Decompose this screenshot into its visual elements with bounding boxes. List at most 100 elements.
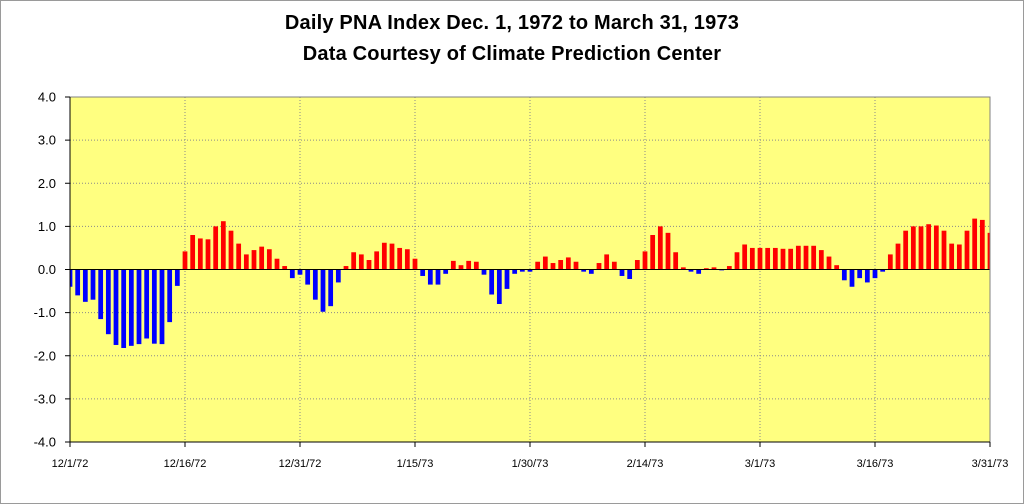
bar (366, 260, 372, 270)
bar (213, 226, 219, 270)
bar (895, 243, 901, 270)
x-tick-label: 3/31/73 (972, 458, 1009, 470)
y-tick-label: -4.0 (34, 435, 56, 450)
bar (527, 269, 533, 272)
bar (627, 269, 633, 279)
bar (289, 269, 295, 279)
bar (933, 225, 939, 270)
bar (412, 258, 418, 270)
bar (642, 251, 648, 270)
bar (205, 239, 211, 270)
bar (596, 263, 602, 270)
bar (742, 244, 748, 270)
bar (972, 218, 978, 270)
bar (880, 269, 886, 272)
bar (918, 226, 924, 270)
bar (128, 269, 134, 346)
bar (236, 243, 242, 270)
bar (979, 219, 985, 270)
y-tick-label: -1.0 (34, 305, 56, 320)
bar (351, 252, 357, 270)
bar (404, 249, 410, 270)
bar (90, 269, 96, 300)
y-axis: 4.0 3.0 2.0 1.0 0.0 -1.0 -2.0 -3.0 -4.0 (34, 90, 71, 450)
bar (443, 269, 449, 274)
bar (121, 269, 127, 348)
bar (573, 261, 579, 270)
bar (259, 246, 265, 270)
bar (519, 269, 525, 272)
bar (803, 245, 809, 270)
bar (70, 269, 73, 287)
bar (305, 269, 311, 285)
bar (450, 260, 456, 270)
bar (489, 269, 495, 295)
y-tick-label: -2.0 (34, 348, 56, 363)
bar (588, 269, 594, 274)
bar (435, 269, 441, 285)
bar (228, 230, 234, 270)
x-tick-label: 1/30/73 (512, 458, 549, 470)
bar (266, 249, 272, 270)
bar (190, 235, 196, 270)
bar (420, 269, 426, 276)
bar (680, 267, 686, 270)
bar (757, 247, 763, 270)
bar (688, 269, 694, 272)
bar (466, 260, 472, 270)
bar (397, 247, 403, 270)
bar (113, 269, 119, 345)
bar (496, 269, 502, 304)
x-tick-label: 2/14/73 (627, 458, 664, 470)
bar (872, 269, 878, 279)
bar (673, 252, 679, 270)
bar (535, 261, 541, 270)
bar (251, 250, 257, 270)
bar (167, 269, 173, 323)
bar (297, 269, 303, 275)
bar (665, 232, 671, 270)
chart-subtitle: Data Courtesy of Climate Prediction Cent… (302, 43, 722, 65)
bar (389, 243, 395, 270)
chart-title: Daily PNA Index Dec. 1, 1972 to March 31… (284, 12, 740, 34)
x-tick-label: 12/31/72 (279, 458, 322, 470)
bar (581, 269, 587, 272)
bar (711, 267, 717, 270)
bar (634, 260, 640, 270)
bar (282, 266, 288, 270)
bar (274, 258, 280, 270)
bar (703, 268, 709, 270)
bar (772, 247, 778, 270)
bar (565, 257, 571, 270)
y-tick-label: 1.0 (38, 219, 56, 234)
y-tick-label: 3.0 (38, 133, 56, 148)
bar (949, 243, 955, 270)
y-tick-label: 4.0 (38, 90, 56, 105)
bar (312, 269, 318, 300)
x-tick-label: 1/15/73 (397, 458, 434, 470)
bar (604, 254, 610, 270)
bar (818, 250, 824, 270)
bar (826, 256, 832, 270)
bar (749, 247, 755, 270)
bar (734, 252, 740, 270)
bar (650, 235, 656, 270)
bar (182, 251, 188, 270)
bar (358, 254, 364, 270)
bar (542, 256, 548, 270)
bar (834, 265, 840, 270)
y-tick-label: 0.0 (38, 262, 56, 277)
bar (941, 230, 947, 270)
bar (619, 269, 625, 276)
bars (70, 218, 990, 348)
bar (136, 269, 142, 345)
bar (926, 224, 932, 270)
bar (473, 261, 479, 270)
bar (765, 247, 771, 270)
bar (151, 269, 157, 344)
bar (243, 254, 249, 270)
bar (512, 269, 518, 274)
bar (696, 269, 702, 274)
bar (726, 266, 732, 270)
